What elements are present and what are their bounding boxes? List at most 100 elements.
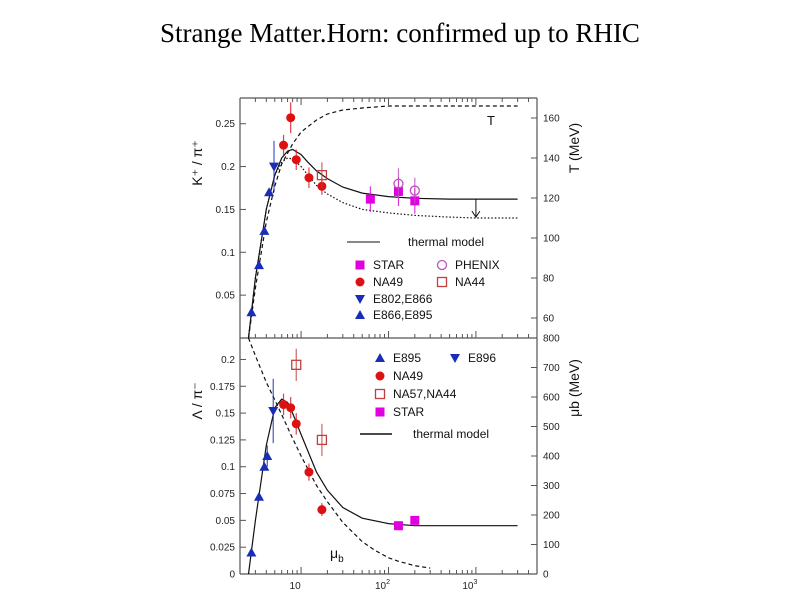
y2-tick-label: 100 bbox=[543, 234, 560, 245]
data-point bbox=[316, 434, 328, 446]
data-point bbox=[268, 406, 279, 416]
legend-label: PHENIX bbox=[455, 258, 500, 272]
legend-marker bbox=[355, 277, 365, 287]
y-tick-label: 0.15 bbox=[216, 205, 236, 216]
legend-thermal-label: thermal model bbox=[408, 235, 484, 249]
y-tick-label: 0.25 bbox=[216, 119, 236, 130]
curve-1 bbox=[247, 337, 431, 569]
legend-marker bbox=[374, 388, 386, 400]
data-point bbox=[365, 194, 375, 204]
data-point bbox=[286, 403, 296, 413]
legend-label: NA44 bbox=[455, 275, 485, 289]
data-point bbox=[393, 178, 404, 189]
curve-annotation: μb bbox=[330, 545, 344, 565]
y-axis-label: K⁺ / π⁺ bbox=[189, 140, 205, 185]
y2-tick-label: 700 bbox=[543, 363, 560, 374]
data-point bbox=[316, 169, 328, 181]
x-tick-label: 102 bbox=[375, 579, 390, 592]
x-tick-label-exp: 3 bbox=[474, 579, 478, 586]
y-tick-label: 0.025 bbox=[210, 543, 235, 554]
legend-marker bbox=[436, 276, 448, 288]
y-tick-label: 0.1 bbox=[221, 248, 235, 259]
data-point bbox=[259, 225, 270, 235]
y-tick-label: 0.05 bbox=[216, 291, 236, 302]
y2-tick-label: 300 bbox=[543, 481, 560, 492]
data-point bbox=[246, 307, 257, 317]
data-point bbox=[291, 155, 301, 165]
y2-tick-label: 500 bbox=[543, 422, 560, 433]
legend-thermal-label: thermal model bbox=[413, 427, 489, 441]
y2-tick-label: 400 bbox=[543, 452, 560, 463]
x-tick-label: 103 bbox=[462, 579, 477, 592]
legend-label: E802,E866 bbox=[373, 292, 433, 306]
curve-annotation: T bbox=[487, 113, 495, 128]
data-point bbox=[291, 419, 301, 429]
data-point bbox=[254, 491, 265, 501]
y2-tick-label: 100 bbox=[543, 540, 560, 551]
y2-tick-label: 140 bbox=[543, 154, 560, 165]
data-point bbox=[317, 505, 327, 515]
curve-annotation-sub: b bbox=[338, 554, 344, 565]
legend-label: E896 bbox=[468, 351, 496, 365]
legend-label: STAR bbox=[393, 405, 424, 419]
data-point bbox=[279, 400, 289, 410]
data-point bbox=[269, 162, 280, 172]
data-point bbox=[262, 451, 273, 460]
data-point bbox=[304, 173, 314, 183]
legend-label: E895 bbox=[393, 351, 421, 365]
slide-title: Strange Matter.Horn: confirmed up to RHI… bbox=[160, 18, 640, 48]
legend-label: NA57,NA44 bbox=[393, 387, 457, 401]
curve-0 bbox=[247, 398, 518, 575]
data-point bbox=[246, 547, 257, 557]
curve-2 bbox=[247, 105, 518, 339]
x-tick-label: 10 bbox=[290, 581, 302, 592]
data-point bbox=[264, 187, 275, 197]
y2-tick-label: 600 bbox=[543, 393, 560, 404]
y2-tick-label: 60 bbox=[543, 314, 555, 325]
limit-arrow-head bbox=[471, 210, 481, 219]
legend-marker bbox=[355, 295, 365, 304]
legend-marker bbox=[375, 407, 385, 417]
data-point bbox=[254, 260, 265, 270]
y2-axis-label: T (MeV) bbox=[566, 123, 582, 173]
data-point bbox=[291, 359, 302, 370]
data-point bbox=[410, 515, 420, 525]
lambda-panel: 0 0.025 0.05 0.075 0.1 0.125 0.15 0.175 0.2 0 100 2… bbox=[189, 334, 582, 593]
y-tick-label: 0.125 bbox=[210, 435, 235, 446]
legend-marker bbox=[355, 260, 365, 270]
y2-tick-label: 800 bbox=[543, 334, 560, 345]
y-tick-label: 0.175 bbox=[210, 382, 235, 393]
y-axis-label: Λ / π⁻ bbox=[189, 382, 205, 419]
data-point bbox=[409, 185, 420, 196]
legend-marker bbox=[375, 371, 385, 381]
y2-tick-label: 160 bbox=[543, 114, 560, 125]
data-point bbox=[393, 521, 403, 531]
y2-tick-label: 120 bbox=[543, 194, 560, 205]
y2-tick-label: 0 bbox=[543, 570, 549, 581]
y2-tick-label: 200 bbox=[543, 511, 560, 522]
y-tick-label: 0.2 bbox=[221, 355, 235, 366]
legend-marker bbox=[375, 353, 385, 362]
legend-label: NA49 bbox=[373, 275, 403, 289]
legend-marker bbox=[436, 259, 448, 271]
y-tick-label: 0.2 bbox=[221, 162, 235, 173]
legend-label: NA49 bbox=[393, 369, 423, 383]
y-tick-label: 0.075 bbox=[210, 489, 235, 500]
data-point bbox=[279, 140, 289, 150]
y-tick-label: 0.15 bbox=[216, 409, 236, 420]
legend-label: STAR bbox=[373, 258, 404, 272]
kpi-panel: 0.05 0.1 0.15 0.2 0.25 60 80 100 120 140 160 K⁺ / π… bbox=[189, 97, 582, 339]
data-point bbox=[286, 113, 296, 123]
legend-marker bbox=[355, 310, 365, 319]
x-tick-label-exp: 2 bbox=[386, 579, 390, 586]
data-point bbox=[304, 467, 314, 477]
y-tick-label: 0 bbox=[229, 570, 235, 581]
data-point bbox=[259, 461, 270, 471]
legend-marker bbox=[450, 354, 460, 363]
legend-label: E866,E895 bbox=[373, 308, 433, 322]
y2-axis-label: μb (MeV) bbox=[566, 359, 582, 417]
y-tick-label: 0.1 bbox=[221, 462, 235, 473]
y-tick-label: 0.05 bbox=[216, 516, 236, 527]
y2-tick-label: 80 bbox=[543, 274, 555, 285]
